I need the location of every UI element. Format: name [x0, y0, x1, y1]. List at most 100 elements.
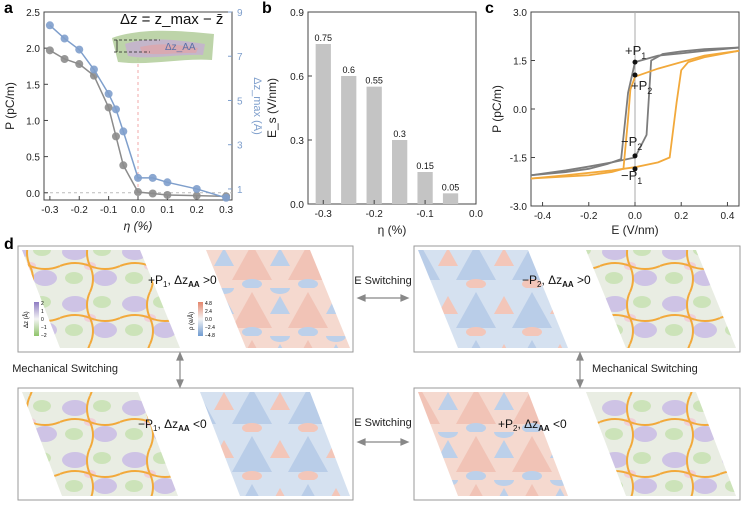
- bar-value-label-b: 0.75: [315, 33, 333, 43]
- dz-tick-4: −2: [41, 333, 47, 339]
- data-point-a-0: [45, 46, 54, 55]
- rho-tick-0: 4.8: [205, 301, 212, 307]
- rho-tick-2: 0.0: [205, 317, 212, 323]
- y2-tick-label-a: 3: [237, 141, 243, 152]
- bar-value-label-b: 0.05: [442, 182, 460, 192]
- state-annotation-c: −P2: [621, 134, 642, 152]
- data-point-a-1: [104, 89, 113, 98]
- x-tick-label-b: -0.1: [416, 209, 434, 220]
- data-point-a-1: [148, 173, 157, 182]
- y-axis-label-c: P (pC/m): [490, 85, 504, 133]
- x-tick-label-a: -0.3: [41, 205, 59, 216]
- bar-b: [366, 86, 382, 204]
- y-tick-label-a: 1.0: [26, 116, 40, 127]
- state-label-top-right: −P2, ΔzAA >0: [522, 273, 591, 289]
- panel-label-a: a: [4, 0, 13, 17]
- y-tick-label-a: 2.5: [26, 8, 40, 19]
- mech-switching-left-label: Mechanical Switching: [12, 363, 118, 375]
- state-marker-c: [632, 59, 638, 65]
- y2-tick-label-a: 5: [237, 96, 243, 107]
- colorbar-rho: ρ (e/Å) 4.8 2.4 0.0 −2.4 −4.8: [188, 301, 215, 339]
- data-point-a-1: [111, 105, 120, 114]
- data-point-a-1: [163, 178, 172, 187]
- bar-value-label-b: 0.15: [416, 161, 434, 171]
- mech-switching-right-label: Mechanical Switching: [592, 363, 698, 375]
- x-axis-label-b: η (%): [378, 223, 407, 237]
- data-point-a-0: [75, 60, 84, 69]
- panel-label-b: b: [262, 0, 272, 17]
- map-rho-top-left: [206, 250, 350, 348]
- bar-b: [417, 172, 433, 204]
- state-label-bottom-right: +P2, ΔzAA <0: [498, 417, 567, 433]
- y-tick-label-c: 1.5: [513, 57, 527, 68]
- x-axis-label-c: E (V/nm): [611, 223, 658, 237]
- map-dz-top-left: [22, 250, 180, 348]
- x-axis-label-a: η (%): [124, 219, 153, 233]
- state-annotation-c: +P2: [631, 78, 652, 96]
- loop-line-c-0: [530, 46, 740, 177]
- data-point-a-1: [119, 127, 128, 136]
- x-tick-label-a: -0.2: [71, 205, 89, 216]
- e-switching-top-arrow: [356, 294, 410, 302]
- y-tick-label-b: 0.6: [290, 72, 304, 83]
- y-axis-label-b: E_s (V/nm): [265, 78, 279, 138]
- x-tick-label-c: 0.2: [674, 211, 688, 222]
- data-point-a-1: [192, 184, 201, 193]
- bar-value-label-b: 0.55: [365, 76, 383, 86]
- e-switching-bottom-label: E Switching: [354, 417, 411, 429]
- x-tick-label-b: 0.0: [469, 209, 483, 220]
- mech-switching-left-arrow: [176, 351, 184, 389]
- y2-tick-label-a: 7: [237, 52, 243, 63]
- y-tick-label-c: -3.0: [510, 202, 528, 213]
- y-tick-label-a: 2.0: [26, 44, 40, 55]
- state-marker-c: [632, 153, 638, 159]
- panel-label-d: d: [4, 236, 14, 253]
- bar-b: [315, 44, 331, 204]
- y-tick-label-c: -1.5: [510, 154, 528, 165]
- y2-tick-label-a: 9: [237, 8, 243, 19]
- bar-value-label-b: 0.6: [342, 65, 355, 75]
- svg-text:Δz (Å): Δz (Å): [23, 311, 30, 328]
- state-label-bottom-left: −P1, ΔzAA <0: [138, 417, 207, 433]
- data-point-a-1: [222, 193, 231, 202]
- colorbar-dz: Δz (Å) 2 1 0 −1 −2: [23, 301, 47, 339]
- svg-text:ρ (e/Å): ρ (e/Å): [188, 312, 195, 330]
- loop-line-c-2: [530, 49, 740, 180]
- x-tick-label-b: -0.3: [315, 209, 333, 220]
- x-tick-label-c: -0.2: [580, 211, 598, 222]
- rho-tick-1: 2.4: [205, 309, 212, 315]
- state-annotation-c: +P1: [625, 43, 646, 61]
- state-annotation-c: −P1: [621, 168, 642, 186]
- panel-label-c: c: [485, 0, 494, 17]
- x-tick-label-c: 0.4: [720, 211, 734, 222]
- x-tick-label-a: 0.0: [131, 205, 145, 216]
- dz-tick-2: 0: [41, 317, 44, 323]
- x-tick-label-a: 0.2: [190, 205, 204, 216]
- y-tick-label-a: 1.5: [26, 80, 40, 91]
- data-point-a-0: [60, 55, 69, 63]
- y2-axis-label-a: Δz_max (Å): [251, 77, 262, 134]
- loop-line-c-3: [530, 49, 740, 180]
- rho-tick-3: −2.4: [205, 325, 215, 331]
- map-rho-top-right: [418, 250, 568, 348]
- map-dz-bottom-left: [22, 392, 178, 496]
- data-point-a-1: [89, 65, 98, 74]
- y-tick-label-b: 0.0: [290, 200, 304, 211]
- map-rho-bottom-left: [200, 392, 350, 496]
- y-tick-label-b: 0.3: [290, 136, 304, 147]
- map-dz-bottom-right: [586, 392, 736, 496]
- dz-tick-1: 1: [41, 309, 44, 315]
- bar-b: [442, 193, 459, 204]
- y-axis-label-a: P (pC/m): [3, 82, 17, 130]
- data-point-a-1: [45, 21, 54, 30]
- chart-a: -0.3 -0.2 -0.1 0.0 0.1 0.2 0.3 0.0 0.5 1.0 1.5 2.0 2…: [3, 8, 262, 233]
- map-rho-bottom-right: [418, 392, 568, 496]
- e-switching-top-label: E Switching: [354, 275, 411, 287]
- x-tick-label-b: -0.2: [366, 209, 384, 220]
- state-label-top-left: +P1, ΔzAA >0: [148, 273, 217, 289]
- panel-d: Δz (Å) 2 1 0 −1 −2 ρ (e/Å) 4.8 2.4 0.0 −…: [12, 245, 741, 501]
- dz-tick-3: −1: [41, 325, 47, 331]
- data-point-a-0: [163, 190, 172, 199]
- data-point-a-0: [111, 132, 120, 141]
- rho-tick-4: −4.8: [205, 333, 215, 339]
